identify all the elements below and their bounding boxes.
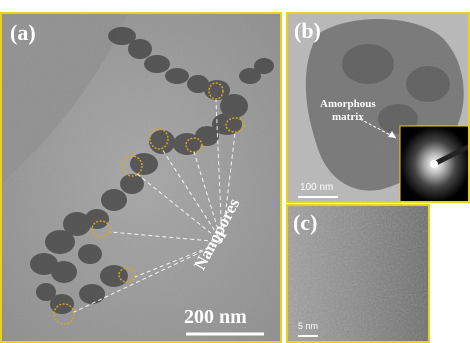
saed-inset xyxy=(399,125,468,201)
panel-b-image xyxy=(288,14,468,201)
nanopore-5 xyxy=(121,155,143,177)
panel-c-image xyxy=(288,206,428,341)
nanopore-2 xyxy=(225,117,245,133)
nanopore-6 xyxy=(91,220,111,238)
amorphous-label-line1: Amorphous xyxy=(320,98,376,110)
panel-b-label: (b) xyxy=(294,18,321,43)
scale-bar-b-label: 100 nm xyxy=(300,182,334,193)
panel-a-image xyxy=(2,14,280,341)
amorphous-label-line2: matrix xyxy=(332,111,364,123)
nanopore-markers xyxy=(53,82,245,325)
panel-c-label: (c) xyxy=(293,210,318,235)
panel-a-tem-image: (a) Nanopores 200 nm xyxy=(0,12,282,343)
nanopore-3 xyxy=(149,128,169,150)
panel-c-hrtem-image: (c) 5 nm xyxy=(286,204,430,343)
panel-b-tem-image: (b) Amorphous matrix 100 nm xyxy=(286,12,470,203)
particle-chain xyxy=(30,27,274,314)
scale-bar-a-label: 200 nm xyxy=(184,306,247,328)
amorphous-arrow xyxy=(359,118,397,139)
nanopore-7 xyxy=(118,267,136,283)
nanopore-1 xyxy=(208,82,224,100)
nanopore-8 xyxy=(53,303,75,325)
panel-a-label: (a) xyxy=(10,20,36,45)
pointer-lines xyxy=(73,99,236,313)
scale-bar-c-label: 5 nm xyxy=(298,321,319,331)
